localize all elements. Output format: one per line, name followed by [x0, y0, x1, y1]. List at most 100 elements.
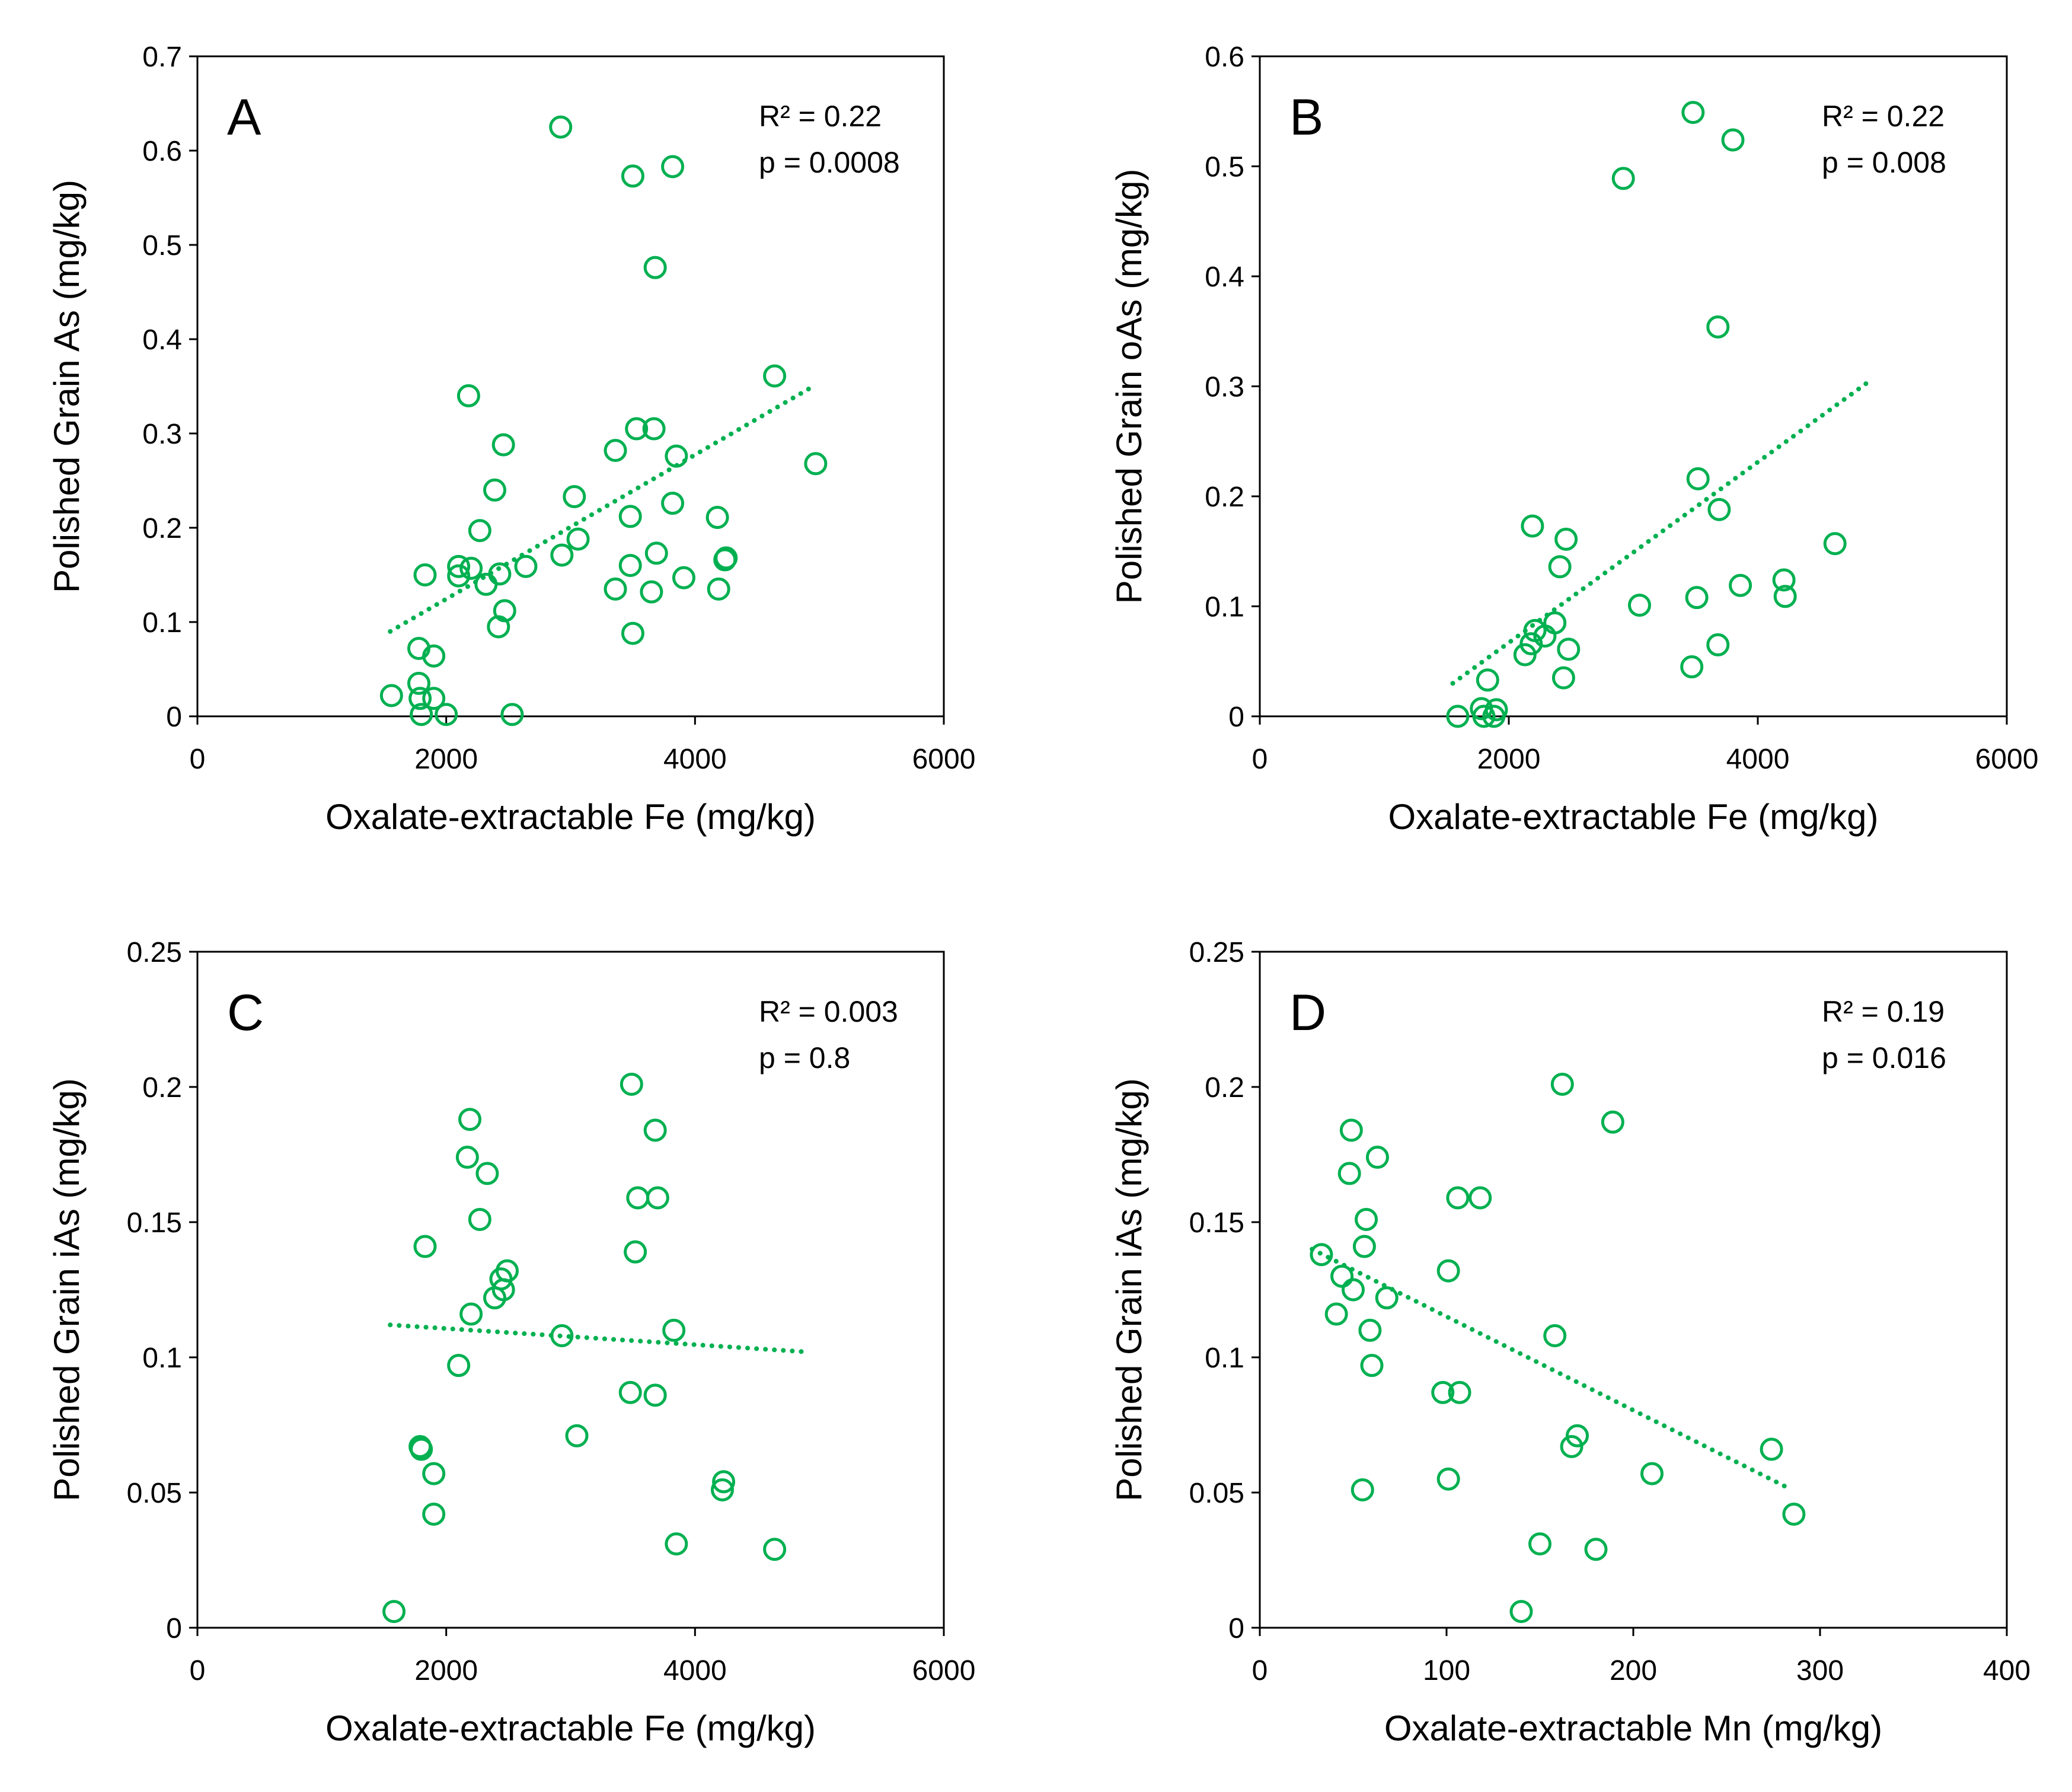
panel-label: A	[227, 89, 261, 146]
data-point	[625, 417, 649, 441]
data-point	[1533, 624, 1557, 648]
y-axis-label: Polished Grain iAs (mg/kg)	[1109, 1078, 1149, 1501]
p-value-text: p = 0.8	[759, 1041, 850, 1074]
data-point	[1782, 1502, 1806, 1526]
data-point	[550, 543, 574, 567]
data-point	[618, 505, 642, 528]
x-tick-label: 400	[1983, 1655, 2031, 1686]
data-point	[1772, 568, 1796, 592]
data-point	[1721, 128, 1745, 152]
x-axis-label: Oxalate-extractable Mn (mg/kg)	[1384, 1708, 1882, 1748]
data-point	[1436, 1467, 1460, 1491]
data-point	[435, 703, 458, 726]
data-point	[643, 1383, 667, 1407]
data-point	[408, 687, 432, 710]
y-axis-label: Polished Grain oAs (mg/kg)	[1109, 169, 1149, 604]
y-tick-label: 0	[166, 1613, 182, 1644]
x-tick-label: 100	[1423, 1655, 1470, 1686]
x-tick-label: 0	[1252, 1655, 1268, 1686]
data-point	[1310, 1243, 1333, 1267]
y-tick-label: 0.5	[1205, 152, 1244, 183]
r-squared-text: R² = 0.003	[759, 995, 898, 1028]
data-point	[459, 1302, 483, 1326]
data-point	[618, 1380, 642, 1404]
y-tick-label: 0.5	[142, 230, 182, 262]
data-point	[1339, 1118, 1363, 1142]
data-point	[459, 556, 483, 580]
panel-a: 0 0.1 0.2 0.3 0.4 0.5 0.6 0.7 0 2000 4000 6000 Oxala…	[47, 42, 975, 837]
data-point	[483, 478, 507, 502]
y-tick-label: 0.2	[142, 1072, 182, 1104]
x-tick-label: 4000	[663, 744, 727, 775]
data-point	[624, 1240, 647, 1264]
x-tick-label: 4000	[663, 1655, 727, 1686]
data-point	[672, 566, 695, 589]
y-axis-label: Polished Grain iAs (mg/kg)	[47, 1078, 87, 1501]
data-point	[1342, 1278, 1365, 1302]
data-point	[1557, 637, 1581, 661]
y-tick-label: 0.4	[142, 324, 182, 356]
data-point	[1436, 1259, 1460, 1283]
data-point	[413, 1235, 437, 1258]
data-point	[1706, 633, 1730, 656]
data-point	[713, 548, 737, 572]
x-tick-label: 6000	[912, 744, 976, 775]
data-point	[710, 1478, 734, 1501]
data-point	[410, 703, 433, 726]
data-point	[1760, 1437, 1783, 1461]
data-point	[620, 1072, 643, 1096]
x-tick-label: 300	[1796, 1655, 1844, 1686]
data-point	[804, 452, 828, 476]
data-point	[1519, 632, 1543, 656]
data-point	[1468, 1186, 1492, 1210]
data-point	[1476, 668, 1499, 692]
data-point	[565, 1424, 589, 1447]
data-point	[707, 577, 730, 601]
data-point	[1681, 101, 1705, 125]
data-point	[1554, 527, 1578, 551]
y-tick-label: 0.6	[142, 136, 182, 167]
x-tick-label: 6000	[1975, 744, 2039, 775]
data-point	[1560, 1434, 1583, 1458]
panel-d: 0 0.05 0.1 0.15 0.2 0.25 0 100 200 300 400 Oxalate-…	[1109, 937, 2031, 1748]
data-point	[1448, 1380, 1471, 1404]
panel-b: 0 0.1 0.2 0.3 0.4 0.5 0.6 0 2000 4000 6000 Oxalate-…	[1109, 42, 2038, 837]
data-point	[447, 1354, 471, 1378]
data-point	[1773, 585, 1797, 608]
data-point	[618, 554, 642, 578]
x-tick-label: 0	[190, 744, 206, 775]
data-point	[1611, 167, 1635, 190]
trendline	[388, 384, 816, 634]
data-point	[705, 506, 729, 530]
x-axis-label: Oxalate-extractable Fe (mg/kg)	[1388, 797, 1879, 837]
data-point	[643, 256, 667, 279]
data-point	[1446, 1186, 1470, 1210]
y-tick-label: 0.25	[127, 937, 182, 968]
data-point	[1324, 1302, 1348, 1326]
data-point	[1686, 467, 1710, 490]
data-point	[422, 687, 446, 710]
data-point	[646, 1186, 669, 1210]
y-tick-label: 0.3	[1205, 372, 1244, 403]
data-point	[712, 1470, 736, 1494]
data-point	[1680, 655, 1704, 679]
data-point	[1513, 643, 1537, 667]
data-point	[644, 541, 668, 565]
y-axis-label: Polished Grain As (mg/kg)	[47, 180, 87, 593]
data-point	[455, 1146, 479, 1169]
data-point	[1337, 1162, 1361, 1185]
data-point	[604, 577, 627, 601]
r-squared-text: R² = 0.19	[1822, 995, 1945, 1028]
data-point	[500, 703, 524, 726]
data-point	[621, 621, 644, 645]
y-tick-label: 0.1	[1205, 1343, 1244, 1374]
data-point	[1351, 1478, 1374, 1501]
y-tick-label: 0.7	[142, 42, 182, 73]
data-point	[382, 1600, 406, 1624]
data-point	[763, 1538, 787, 1561]
data-point	[640, 580, 663, 604]
data-point	[458, 1108, 482, 1131]
data-point	[1358, 1318, 1382, 1342]
panel-label: B	[1289, 89, 1323, 146]
